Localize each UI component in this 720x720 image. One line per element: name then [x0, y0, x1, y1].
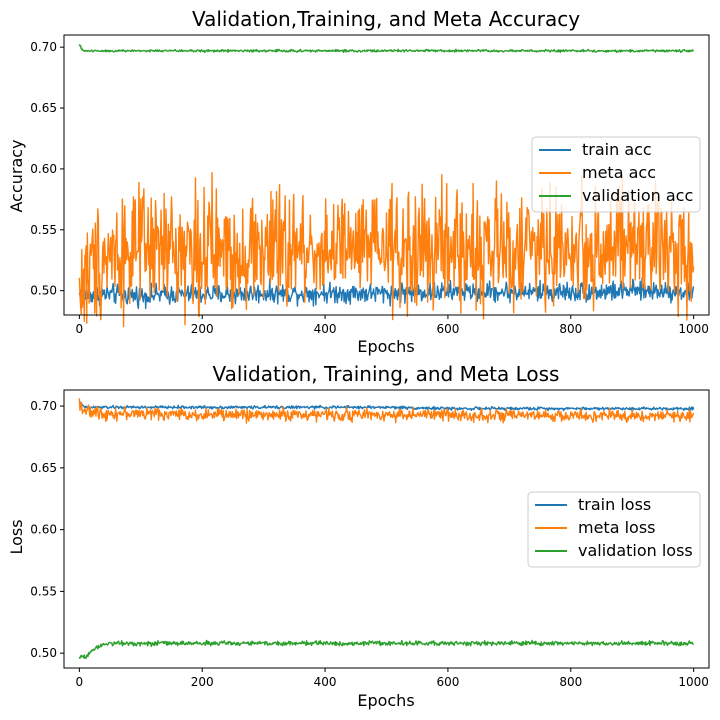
accuracy-x-tick-label: 800 [559, 322, 582, 336]
accuracy-ticks: 0 200 400 600 800 1000 0.50 0.55 0.60 0.65 0.70 [30, 40, 709, 336]
loss-plot-frame [63, 389, 710, 669]
accuracy-x-tick-label: 600 [436, 322, 459, 336]
accuracy-legend-label: train acc [582, 140, 652, 159]
accuracy-legend-box [531, 136, 701, 213]
loss-y-tick-label: 0.55 [30, 584, 57, 598]
accuracy-x-tick-label: 1000 [678, 322, 709, 336]
loss-ticks: 0 200 400 600 800 1000 0.50 0.55 0.60 0.65 0.70 [30, 399, 709, 689]
accuracy-x-axis-label: Epochs [357, 337, 414, 356]
loss-x-tick-label: 1000 [678, 675, 709, 689]
accuracy-x-tick-label: 200 [191, 322, 214, 336]
loss-y-tick-label: 0.60 [30, 523, 57, 537]
loss-legend-label: meta loss [578, 518, 656, 537]
loss-x-axis-label: Epochs [357, 691, 414, 710]
loss-x-tick-label: 200 [191, 675, 214, 689]
accuracy-chart: Validation,Training, and Meta Accuracy E… [7, 7, 710, 356]
accuracy-chart-title: Validation,Training, and Meta Accuracy [192, 7, 580, 31]
accuracy-x-tick-label: 0 [76, 322, 84, 336]
accuracy-legend-label: validation acc [582, 186, 693, 205]
accuracy-series-meta-acc [78, 171, 695, 328]
loss-series-validation-loss [78, 639, 694, 660]
accuracy-legend: train acc meta acc validation acc [531, 136, 701, 213]
loss-legend-box [527, 491, 701, 568]
loss-x-tick-label: 400 [314, 675, 337, 689]
accuracy-plot-frame [63, 34, 710, 316]
loss-x-tick-label: 800 [559, 675, 582, 689]
accuracy-y-tick-label: 0.60 [30, 162, 57, 176]
accuracy-y-tick-label: 0.70 [30, 40, 57, 54]
loss-series-train-loss [78, 401, 695, 412]
accuracy-y-tick-label: 0.50 [30, 284, 57, 298]
loss-y-axis-label: Loss [7, 519, 26, 554]
loss-x-tick-label: 0 [76, 675, 84, 689]
loss-chart-title: Validation, Training, and Meta Loss [213, 362, 560, 386]
loss-y-tick-label: 0.65 [30, 461, 57, 475]
accuracy-legend-label: meta acc [582, 163, 656, 182]
accuracy-y-axis-label: Accuracy [7, 139, 26, 212]
loss-chart: Validation, Training, and Meta Loss Epoc… [7, 362, 710, 710]
accuracy-x-tick-label: 400 [314, 322, 337, 336]
loss-series-layer [78, 398, 695, 660]
loss-legend-label: validation loss [578, 541, 693, 560]
loss-legend: train loss meta loss validation loss [527, 491, 701, 568]
loss-legend-label: train loss [578, 495, 651, 514]
accuracy-y-tick-label: 0.55 [30, 223, 57, 237]
accuracy-series-validation-acc [78, 44, 694, 54]
accuracy-series-train-acc [78, 277, 695, 310]
loss-series-meta-loss [78, 398, 695, 424]
loss-y-tick-label: 0.70 [30, 399, 57, 413]
accuracy-series-layer [78, 44, 695, 328]
accuracy-y-tick-label: 0.65 [30, 101, 57, 115]
loss-y-tick-label: 0.50 [30, 646, 57, 660]
loss-x-tick-label: 600 [436, 675, 459, 689]
